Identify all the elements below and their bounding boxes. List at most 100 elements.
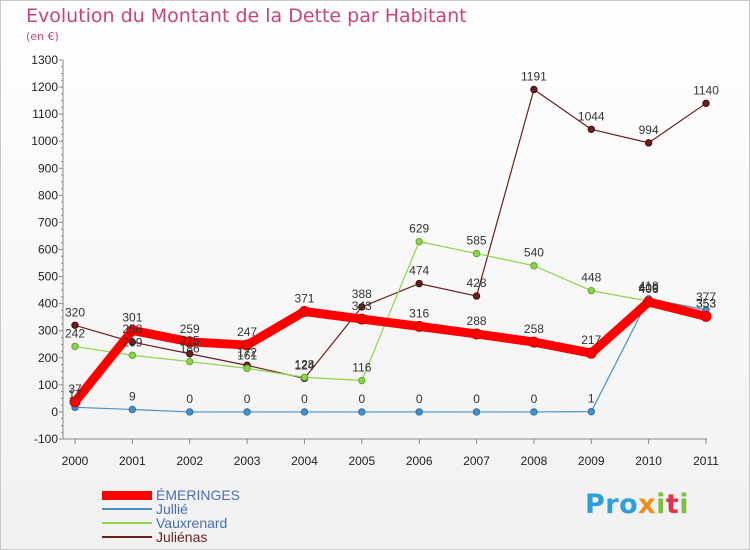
data-label: 258: [524, 322, 544, 336]
x-tick-label: 2002: [176, 454, 203, 468]
legend-item: Jullié: [102, 502, 240, 516]
series-line-2: [74, 241, 707, 382]
data-point: [126, 324, 138, 336]
legend-swatch: [102, 522, 152, 524]
legend-swatch: [102, 490, 152, 500]
data-label: 0: [301, 392, 308, 406]
data-point: [358, 303, 366, 311]
data-label: 353: [696, 296, 716, 310]
data-label: 0: [473, 392, 480, 406]
data-point: [128, 338, 137, 346]
data-point: [702, 99, 710, 108]
data-point: [128, 351, 137, 360]
data-point: [530, 85, 538, 94]
data-point: [243, 408, 251, 416]
data-label: 448: [581, 271, 601, 285]
data-label: 209: [122, 335, 142, 349]
legend: ÉMERINGES Jullié Vauxrenard Juliénas: [102, 488, 240, 544]
data-point: [356, 313, 368, 325]
y-tick-label: 500: [38, 270, 58, 284]
data-label: 428: [467, 276, 487, 290]
data-label: 217: [581, 333, 601, 347]
data-point: [530, 408, 538, 416]
x-tick-label: 2007: [463, 454, 490, 468]
data-label: 0: [244, 392, 251, 406]
data-point: [71, 321, 79, 329]
data-point: [472, 408, 481, 416]
data-label: 316: [409, 306, 429, 320]
data-point: [471, 328, 483, 340]
data-point: [587, 125, 595, 134]
data-label: 17: [68, 387, 82, 401]
y-tick-label: 1200: [31, 80, 58, 94]
y-tick-label: 600: [38, 243, 58, 257]
y-tick-label: 400: [38, 297, 58, 311]
legend-label: Vauxrenard: [156, 515, 228, 531]
data-point: [700, 310, 712, 322]
data-label: 258: [122, 322, 142, 336]
legend-item: ÉMERINGES: [102, 488, 240, 502]
x-tick-label: 2003: [234, 454, 261, 468]
data-label: 37: [68, 382, 82, 396]
data-label: 128: [294, 357, 314, 371]
data-point: [585, 347, 597, 359]
data-point: [69, 396, 81, 408]
data-label: 116: [352, 361, 371, 375]
legend-label: ÉMERINGES: [156, 487, 241, 503]
y-tick-label: 1300: [31, 53, 58, 67]
y-tick-label: -100: [34, 432, 58, 446]
legend-swatch: [102, 508, 152, 510]
chart-unit-label: (en €): [26, 30, 59, 43]
data-label: 629: [409, 222, 429, 236]
series-line-0: [70, 297, 711, 407]
data-point: [184, 336, 196, 348]
x-tick-label: 2010: [635, 454, 662, 468]
y-tick-label: 1000: [31, 134, 58, 148]
data-point: [186, 350, 194, 358]
data-point: [587, 286, 595, 295]
series-line-1: [74, 298, 707, 413]
series-line-3: [74, 88, 707, 379]
x-tick-label: 2008: [521, 454, 548, 468]
data-point: [71, 342, 79, 351]
data-label: 124: [294, 358, 314, 372]
data-label: 259: [180, 322, 200, 336]
y-tick-label: 0: [51, 405, 58, 419]
data-label: 388: [352, 287, 372, 301]
data-label: 406: [639, 282, 659, 296]
data-label: 585: [467, 234, 487, 248]
data-label: 474: [409, 264, 429, 278]
data-point: [358, 408, 366, 416]
data-point: [472, 249, 481, 258]
data-point: [415, 279, 423, 288]
legend-item: Vauxrenard: [102, 516, 240, 530]
data-point: [186, 357, 194, 366]
x-tick-label: 2001: [119, 454, 146, 468]
data-label: 1044: [578, 109, 605, 123]
data-label: 161: [237, 348, 257, 362]
y-tick-label: 700: [38, 215, 58, 229]
data-label: 1191: [521, 70, 547, 84]
proxiti-logo: Proxiti: [585, 489, 690, 520]
data-point: [472, 292, 481, 300]
data-label: 540: [524, 246, 544, 260]
data-point: [300, 373, 309, 381]
y-tick-label: 200: [38, 351, 58, 365]
data-label: 215: [180, 334, 200, 348]
data-label: 409: [639, 281, 659, 295]
data-label: 0: [358, 392, 365, 406]
data-label: 186: [180, 342, 200, 356]
data-point: [530, 262, 538, 270]
x-tick-label: 2011: [693, 454, 719, 468]
data-label: 0: [186, 392, 193, 406]
data-label: 353: [696, 296, 716, 310]
chart-title: Evolution du Montant de la Dette par Hab…: [26, 5, 467, 27]
data-point: [243, 364, 251, 373]
y-tick-label: 800: [38, 188, 58, 202]
data-point: [128, 405, 137, 414]
y-tick-label: 300: [38, 324, 58, 338]
data-label: 1: [588, 392, 595, 406]
data-label: 9: [129, 389, 136, 403]
legend-item: Juliénas: [102, 530, 240, 544]
